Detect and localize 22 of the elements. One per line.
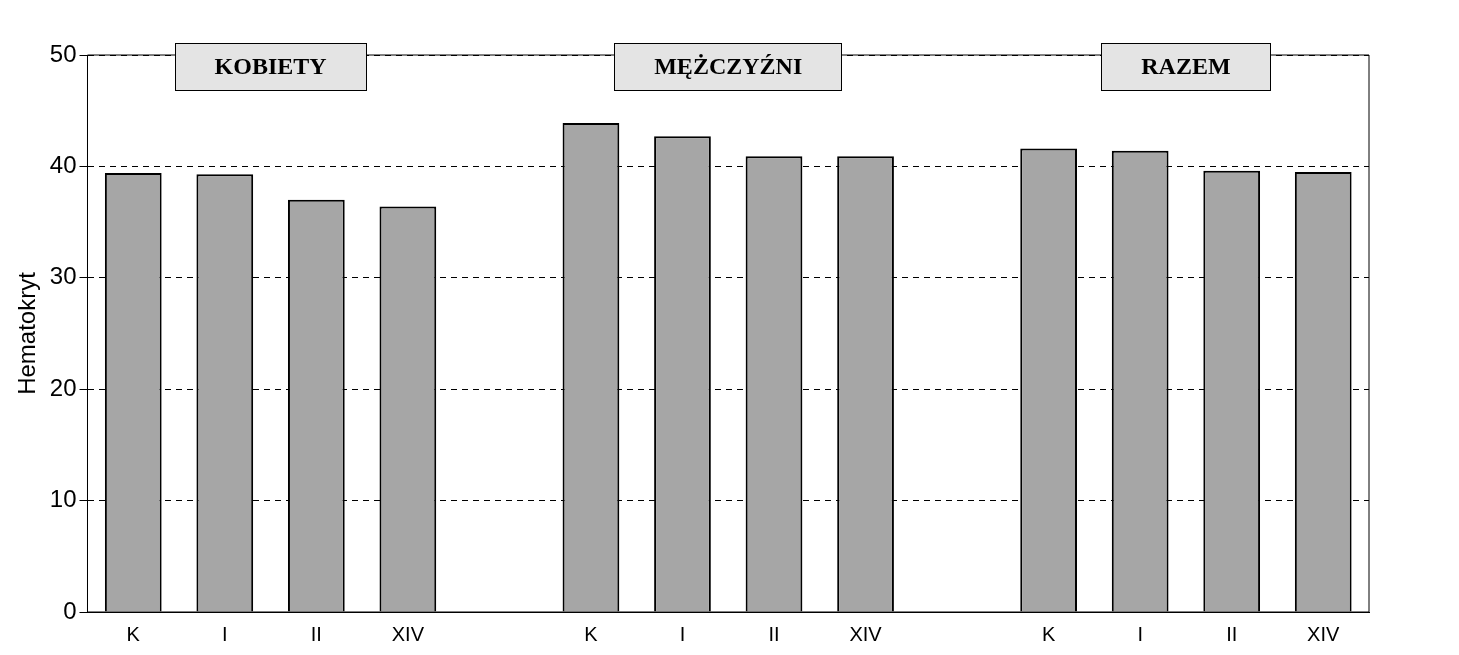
x-tick-label: XIV (849, 622, 883, 645)
x-tick-label: K (1041, 622, 1056, 645)
y-tick-label: 30 (49, 262, 77, 290)
y-tick-label: 10 (49, 485, 77, 513)
y-tick-label: 40 (49, 151, 77, 179)
y-axis-title: Hematokryt (13, 271, 41, 395)
x-tick-label: II (1226, 622, 1238, 645)
annotation: RAZEM (1141, 53, 1231, 80)
y-tick-label: 20 (49, 373, 77, 401)
x-tick-label: I (222, 622, 228, 645)
x-tick-label: II (310, 622, 322, 645)
annotation: KOBIETY (214, 53, 327, 80)
y-tick-label: 0 (63, 596, 77, 624)
x-tick-label: I (1137, 622, 1143, 645)
y-tick-label: 50 (49, 39, 77, 67)
x-tick-label: XIV (391, 622, 425, 645)
annotation: MĘŻCZYŹNI (654, 53, 803, 80)
x-tick-label: XIV (1307, 622, 1340, 645)
x-tick-label: I (679, 622, 686, 645)
x-tick-label: K (126, 622, 141, 645)
x-tick-label: II (768, 622, 780, 645)
x-tick-label: K (584, 622, 599, 645)
